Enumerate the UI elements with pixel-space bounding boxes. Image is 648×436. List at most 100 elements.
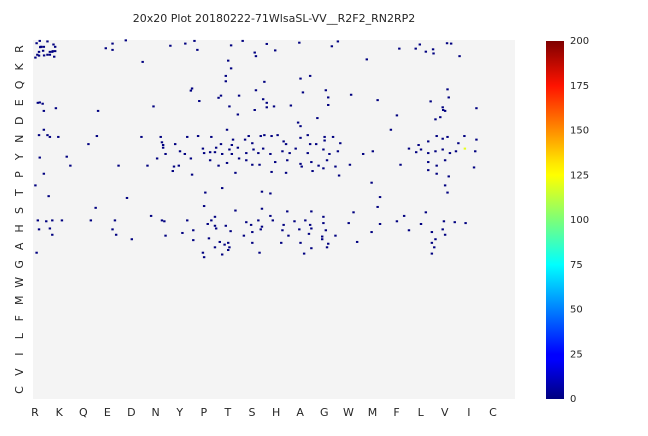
heatmap-cell — [475, 138, 478, 141]
heatmap-cell — [178, 150, 182, 153]
x-tick-label: Y — [175, 406, 183, 419]
heatmap-cell — [186, 135, 189, 138]
heatmap-cell — [94, 206, 97, 209]
heatmap-cell — [213, 246, 217, 249]
heatmap-cell — [301, 91, 305, 94]
heatmap-cell — [294, 147, 297, 150]
heatmap-cell — [418, 43, 422, 46]
heatmap-cell — [220, 152, 224, 155]
x-tick-label: E — [104, 406, 111, 419]
heatmap-cell — [41, 102, 44, 105]
colorbar-tick-labels: 0 25 50 75 100 125 150 175 200 — [570, 36, 589, 405]
y-tick-label: H — [13, 224, 26, 232]
heatmap-cell — [317, 164, 320, 167]
heatmap-cell — [282, 140, 285, 143]
colorbar-tick-label: 125 — [570, 170, 589, 181]
heatmap-cell — [219, 94, 223, 97]
heatmap-cell — [253, 51, 256, 54]
heatmap-cell — [152, 105, 155, 108]
y-tick-label: R — [13, 45, 26, 53]
heatmap-cell — [231, 138, 235, 141]
heatmap-cell — [395, 220, 399, 223]
heatmap-cell — [310, 247, 313, 250]
x-tick-label: K — [56, 406, 64, 419]
heatmap-cell — [257, 152, 260, 155]
heatmap-cells — [34, 39, 478, 259]
heatmap-cell — [419, 222, 423, 225]
y-tick-label: K — [13, 63, 26, 71]
heatmap-cell — [282, 223, 285, 226]
x-tick-label: F — [393, 406, 399, 419]
heatmap-cell — [51, 233, 54, 236]
heatmap-cell — [146, 164, 149, 167]
heatmap-cell — [204, 191, 207, 194]
heatmap-cell — [54, 107, 58, 110]
heatmap-cell — [69, 164, 72, 167]
heatmap-cell — [274, 161, 277, 164]
heatmap-cell — [457, 142, 460, 145]
heatmap-cell — [347, 222, 350, 225]
heatmap-cell — [402, 214, 406, 217]
heatmap-cell — [42, 128, 46, 131]
heatmap-cell — [259, 135, 262, 138]
heatmap-cell — [355, 240, 359, 243]
heatmap-cell — [310, 210, 313, 213]
heatmap-cell — [441, 148, 444, 151]
heatmap-cell — [429, 100, 432, 103]
heatmap-cell — [299, 162, 302, 165]
heatmap-cell — [224, 224, 227, 227]
heatmap-cell — [441, 109, 445, 111]
heatmap-cell — [308, 143, 312, 146]
heatmap-cell — [228, 246, 231, 249]
heatmap-cell — [225, 161, 229, 164]
heatmap-cell — [430, 241, 434, 244]
heatmap-cell — [230, 144, 234, 147]
colorbar-tick-label: 100 — [570, 215, 589, 226]
heatmap-cell — [124, 39, 127, 42]
heatmap-cell — [57, 135, 60, 138]
heatmap-cell — [331, 135, 335, 138]
heatmap-cell — [270, 135, 273, 138]
heatmap-cell — [304, 219, 307, 222]
heatmap-cell — [435, 164, 438, 167]
heatmap-cell — [453, 221, 456, 224]
y-tick-label: G — [13, 260, 26, 269]
heatmap-cell — [186, 219, 189, 222]
heatmap-cell — [314, 143, 318, 146]
heatmap-cell — [378, 196, 382, 199]
heatmap-cell — [443, 184, 447, 187]
heatmap-cell — [113, 219, 117, 222]
y-tick-label: F — [13, 315, 26, 321]
heatmap-cell — [424, 50, 428, 53]
heatmap-cell — [34, 184, 37, 187]
heatmap-cell — [302, 252, 306, 255]
heatmap-cell — [376, 99, 379, 102]
heatmap-cell — [475, 107, 478, 110]
heatmap-cell — [270, 170, 273, 173]
heatmap-cell — [206, 222, 209, 225]
heatmap-cell — [208, 151, 212, 154]
heatmap-cell — [213, 224, 217, 227]
heatmap-cell — [434, 238, 437, 241]
heatmap-cell — [414, 151, 418, 154]
heatmap-cell — [220, 187, 224, 190]
heatmap-cell — [177, 164, 181, 167]
heatmap-cell — [164, 234, 167, 237]
heatmap-cell — [430, 231, 434, 234]
heatmap-cell — [298, 228, 301, 231]
heatmap-cell — [38, 101, 41, 104]
y-tick-label: L — [13, 332, 26, 339]
heatmap-cell — [371, 150, 375, 153]
heatmap-cell — [217, 96, 220, 99]
plot-area — [33, 40, 515, 399]
heatmap-cell — [430, 252, 434, 255]
x-tick-label: C — [489, 406, 497, 419]
heatmap-cell — [198, 100, 201, 103]
heatmap-cell — [220, 253, 224, 256]
heatmap-cell — [269, 192, 272, 195]
heatmap-cell — [378, 222, 382, 225]
heatmap-cell — [141, 60, 144, 63]
heatmap-cell — [427, 152, 430, 155]
heatmap-cell — [433, 246, 436, 249]
